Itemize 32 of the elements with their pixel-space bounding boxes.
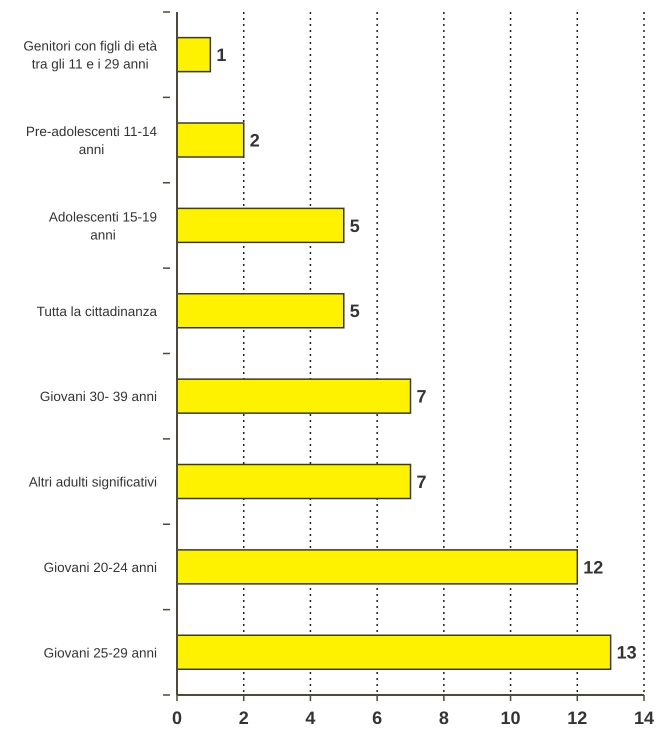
y-tick-label: Altri adulti significativi [28, 474, 157, 490]
bar [177, 378, 412, 414]
y-tick-label: Genitori con figli di età tra gli 11 e i 29 anni [23, 38, 158, 72]
data-label: 7 [416, 472, 427, 492]
x-tick-label: 4 [305, 708, 316, 728]
bar [177, 208, 345, 244]
y-tick-label: Giovani 30- 39 anni [40, 388, 157, 404]
x-tick-label: 8 [438, 708, 449, 728]
bar [177, 122, 244, 158]
y-tick-label: Tutta la cittadinanza [36, 303, 158, 318]
x-tick-label: 2 [238, 708, 249, 728]
data-label: 5 [350, 301, 360, 322]
x-tick-label: 12 [567, 708, 588, 728]
data-label: 1 [216, 45, 226, 66]
bar [177, 36, 212, 72]
bar [177, 549, 578, 585]
y-tick-label: Pre-adolescenti 11-14 anni [26, 124, 158, 157]
y-tick-label: Adolescenti 15-19 anni [48, 208, 158, 242]
y-tick-label: Giovani 20-24 anni [44, 559, 157, 574]
data-label: 5 [350, 216, 360, 236]
x-tick-label: 10 [500, 708, 521, 728]
x-tick-label: 14 [634, 708, 654, 728]
x-tick-label: 0 [172, 708, 182, 728]
x-tick-label: 6 [372, 708, 382, 728]
bar [177, 464, 412, 500]
bar [177, 292, 345, 328]
data-label: 13 [616, 642, 637, 663]
data-label: 2 [250, 130, 260, 150]
data-label: 7 [416, 386, 427, 407]
y-tick-label: Giovani 25-29 anni [44, 644, 157, 660]
bar [177, 634, 612, 670]
data-label: 12 [583, 557, 604, 578]
